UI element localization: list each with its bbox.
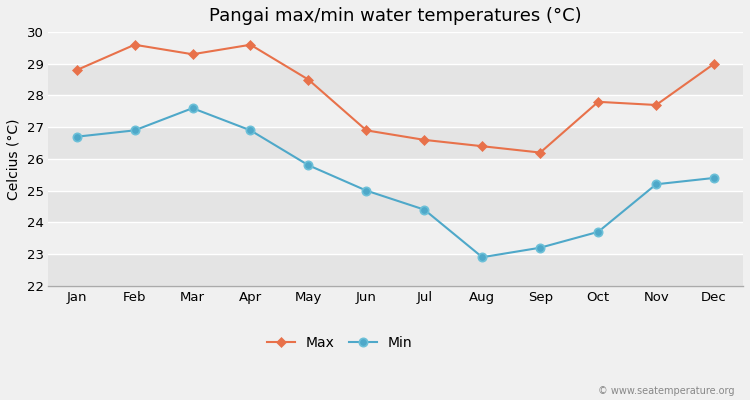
Min [536,245,544,250]
Line: Max: Max [73,41,718,156]
Min [246,128,255,133]
Max [362,128,371,133]
Min [420,207,429,212]
Bar [48,32,743,64]
Max [130,42,139,47]
Min [710,176,718,180]
Min [188,106,197,110]
Max [478,144,487,149]
Min [72,134,81,139]
Min [652,182,661,187]
Text: © www.seatemperature.org: © www.seatemperature.org [598,386,735,396]
Min [362,188,371,193]
Min [130,128,139,133]
Min [594,230,603,234]
Bar [48,254,743,286]
Bar [48,64,743,96]
Bar [48,96,743,127]
Bar [48,159,743,191]
Line: Min: Min [73,104,718,261]
Title: Pangai max/min water temperatures (°C): Pangai max/min water temperatures (°C) [209,7,582,25]
Max [72,68,81,72]
Bar [48,127,743,159]
Legend: Max, Min: Max, Min [267,336,413,350]
Max [594,100,603,104]
Bar [48,191,743,222]
Max [188,52,197,57]
Max [652,102,661,107]
Min [478,255,487,260]
Max [246,42,255,47]
Y-axis label: Celcius (°C): Celcius (°C) [7,118,21,200]
Min [304,163,313,168]
Max [710,61,718,66]
Bar [48,222,743,254]
Max [420,138,429,142]
Max [304,77,313,82]
Max [536,150,544,155]
